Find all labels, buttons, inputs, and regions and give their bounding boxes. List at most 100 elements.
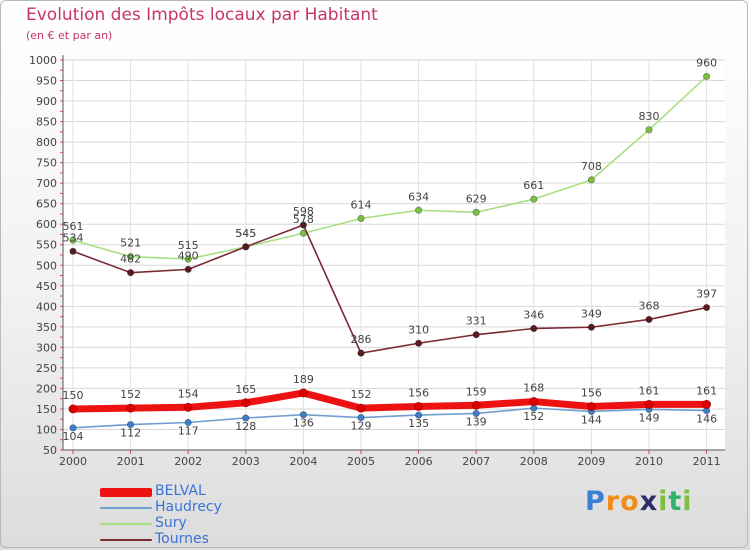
data-label-sury: 634	[408, 190, 429, 203]
y-tick-label: 150	[36, 403, 57, 416]
data-point-haudrecy	[127, 420, 135, 429]
y-tick-label: 750	[36, 157, 57, 170]
data-label-haudrecy: 117	[178, 424, 199, 437]
data-label-haudrecy: 152	[523, 410, 544, 423]
data-point-tournes	[414, 339, 423, 347]
y-tick-label: 900	[36, 95, 57, 108]
data-label-sury: 708	[581, 160, 602, 173]
x-tick-label: 2007	[462, 455, 490, 468]
legend-label-tournes: Tournes	[155, 531, 209, 547]
data-label-tournes: 346	[523, 308, 544, 321]
series-line-haudrecy	[72, 407, 708, 429]
data-label-tournes: 286	[351, 333, 372, 346]
data-point-sury	[69, 236, 77, 244]
data-point-haudrecy	[357, 413, 365, 422]
data-point-sury	[357, 214, 365, 223]
proxiti-logo: Proxiti	[585, 486, 693, 517]
data-point-tournes	[702, 303, 711, 312]
series-line-sury	[72, 75, 708, 260]
data-point-tournes	[587, 323, 596, 331]
data-label-haudrecy: 136	[293, 417, 314, 430]
data-point-haudrecy	[414, 411, 423, 419]
data-point-tournes	[242, 243, 250, 251]
data-point-tournes	[299, 221, 307, 229]
x-tick-label: 2003	[232, 455, 260, 468]
y-tick-label: 600	[36, 218, 57, 231]
data-label-tournes: 598	[293, 205, 314, 218]
data-point-haudrecy	[184, 418, 192, 427]
data-point-sury	[414, 206, 423, 214]
y-tick-label: 700	[36, 177, 57, 190]
data-label-sury: 521	[120, 237, 141, 250]
data-label-belval: 159	[466, 385, 487, 398]
legend-label-sury: Sury	[155, 515, 187, 531]
data-label-sury: 661	[523, 179, 544, 192]
data-label-belval: 161	[639, 384, 660, 397]
data-label-haudrecy: 149	[639, 411, 660, 424]
data-point-belval	[68, 404, 78, 414]
data-point-sury	[645, 126, 653, 134]
logo-letter: r	[605, 486, 621, 517]
y-tick-label: 50	[43, 444, 57, 457]
legend-swatch-tournes	[100, 539, 152, 541]
data-point-sury	[702, 72, 711, 81]
logo-letter: t	[668, 486, 683, 517]
logo-letter: i	[682, 486, 693, 517]
y-tick-label: 550	[36, 239, 57, 252]
chart-title: Evolution des Impôts locaux par Habitant	[26, 5, 378, 25]
x-tick-label: 2004	[289, 455, 317, 468]
data-label-sury: 614	[351, 198, 372, 211]
x-tick-label: 2008	[520, 455, 548, 468]
data-point-sury	[127, 253, 135, 261]
series-line-belval	[69, 389, 711, 413]
data-label-tournes: 368	[639, 299, 660, 312]
data-point-belval	[356, 403, 366, 413]
y-tick-label: 850	[36, 116, 57, 129]
data-label-tournes: 490	[178, 249, 199, 262]
data-point-belval	[298, 388, 308, 398]
data-label-sury: 561	[63, 220, 84, 233]
data-label-haudrecy: 128	[235, 420, 256, 433]
data-point-haudrecy	[299, 411, 307, 419]
data-label-haudrecy: 139	[466, 415, 487, 428]
data-point-tournes	[127, 269, 135, 277]
data-label-tournes: 331	[466, 315, 487, 328]
data-label-sury: 545	[235, 227, 256, 240]
data-label-haudrecy: 144	[581, 413, 602, 426]
legend-item-belval: BELVAL	[100, 483, 320, 501]
y-tick-label: 1000	[29, 54, 57, 67]
logo-letter: o	[620, 486, 640, 517]
data-point-belval	[471, 400, 481, 410]
data-point-belval	[702, 400, 711, 409]
data-label-haudrecy: 104	[63, 430, 84, 443]
legend-label-haudrecy: Haudrecy	[155, 499, 222, 515]
x-tick-label: 2001	[117, 455, 145, 468]
x-tick-label: 2011	[693, 455, 721, 468]
data-label-tournes: 545	[235, 227, 256, 240]
legend-label-belval: BELVAL	[155, 483, 206, 499]
y-tick-label: 400	[36, 300, 57, 313]
y-tick-label: 800	[36, 136, 57, 149]
data-label-tournes: 397	[696, 288, 717, 301]
data-point-haudrecy	[242, 414, 250, 422]
logo-letter: x	[639, 486, 659, 517]
data-point-belval	[241, 398, 251, 408]
data-label-haudrecy: 146	[696, 413, 717, 426]
data-label-belval: 152	[351, 388, 372, 401]
data-label-belval: 156	[408, 386, 429, 399]
data-point-haudrecy	[472, 409, 480, 418]
y-tick-label: 200	[36, 382, 57, 395]
data-label-sury: 629	[466, 192, 487, 205]
data-point-sury	[184, 255, 192, 263]
data-label-belval: 168	[523, 382, 544, 395]
data-label-tournes: 349	[581, 307, 602, 320]
data-label-belval: 161	[696, 384, 717, 397]
y-tick-label: 950	[36, 75, 57, 88]
legend-item-haudrecy: Haudrecy	[100, 499, 320, 517]
data-point-tournes	[184, 265, 192, 273]
data-point-belval	[414, 402, 424, 411]
x-tick-label: 2006	[405, 455, 433, 468]
y-tick-label: 100	[36, 423, 57, 436]
y-tick-label: 350	[36, 321, 57, 334]
